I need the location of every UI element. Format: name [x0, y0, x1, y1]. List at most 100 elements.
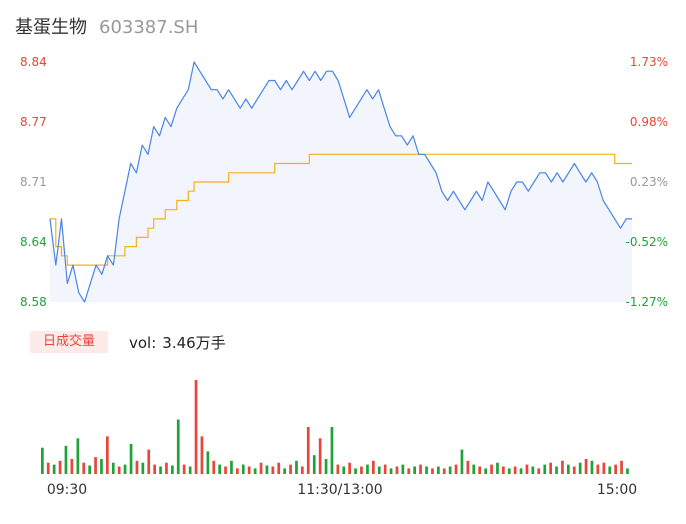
- volume-bar: [200, 436, 204, 474]
- volume-bar: [437, 466, 440, 474]
- volume-bar: [490, 464, 493, 474]
- volume-bar: [348, 462, 351, 474]
- volume-bar: [466, 460, 470, 474]
- price-area-fill: [50, 62, 632, 302]
- volume-bar: [590, 460, 594, 474]
- y-tick-price: 8.77: [20, 115, 47, 129]
- volume-bar: [454, 464, 458, 474]
- volume-bar: [425, 466, 428, 474]
- volume-bar: [111, 462, 115, 474]
- y-tick-percent: -0.52%: [625, 235, 668, 249]
- stock-name: 基蛋生物: [15, 17, 87, 38]
- volume-bar: [123, 464, 127, 474]
- volume-bar: [336, 464, 340, 474]
- x-tick-time: 09:30: [46, 482, 88, 498]
- volume-bar: [543, 464, 547, 474]
- volume-bar: [117, 466, 121, 474]
- volume-bar: [389, 468, 393, 474]
- volume-bar: [537, 468, 541, 474]
- volume-bar: [620, 460, 623, 474]
- volume-bar: [572, 466, 576, 474]
- volume-bar: [626, 468, 629, 474]
- volume-bar: [153, 464, 156, 474]
- volume-bar: [289, 464, 292, 474]
- average-price-line: [50, 153, 632, 266]
- volume-bar: [165, 462, 168, 474]
- volume-bar: [360, 466, 363, 474]
- volume-bar: [182, 464, 186, 474]
- y-tick-price: 8.84: [20, 55, 47, 69]
- volume-bar: [342, 466, 346, 474]
- volume-bar: [41, 447, 44, 474]
- volume-bar: [372, 460, 375, 474]
- volume-readout: vol: 3.46万手: [129, 332, 226, 353]
- volume-bar: [70, 459, 74, 474]
- volume-bar: [502, 466, 505, 474]
- volume-bar: [460, 449, 464, 474]
- volume-bar: [472, 464, 476, 474]
- volume-bar: [496, 462, 499, 474]
- volume-bar: [413, 466, 416, 474]
- volume-bar: [531, 466, 535, 474]
- volume-bar: [549, 462, 552, 474]
- volume-bar: [330, 427, 334, 474]
- volume-value: 3.46万手: [162, 334, 226, 352]
- volume-tab[interactable]: 日成交量: [30, 331, 108, 353]
- volume-bar: [301, 466, 304, 474]
- volume-bar: [513, 466, 517, 474]
- volume-bar: [94, 457, 97, 474]
- volume-bar: [106, 436, 109, 474]
- volume-bar: [312, 455, 316, 474]
- volume-bar: [614, 464, 617, 474]
- volume-bar: [129, 443, 133, 474]
- volume-bar: [188, 466, 192, 474]
- y-tick-price: 8.64: [20, 235, 47, 249]
- volume-bar: [283, 468, 286, 474]
- price-line: [49, 61, 632, 303]
- volume-bar: [218, 464, 221, 474]
- volume-bar: [484, 468, 487, 474]
- volume-bar: [76, 438, 80, 474]
- volume-bar: [212, 460, 216, 474]
- volume-bar: [171, 465, 174, 474]
- volume-bar: [431, 468, 434, 474]
- volume-bar: [525, 464, 529, 474]
- volume-bar: [578, 462, 582, 474]
- volume-bar: [241, 464, 245, 474]
- volume-bar: [584, 459, 588, 474]
- x-tick-time: 11:30/13:00: [297, 482, 383, 498]
- volume-bar: [58, 460, 62, 474]
- volume-bar: [46, 462, 50, 474]
- volume-bar: [230, 460, 233, 474]
- volume-bar: [401, 464, 405, 474]
- volume-bar: [206, 451, 210, 474]
- y-tick-percent: 0.23%: [629, 175, 668, 189]
- volume-bar: [354, 468, 357, 474]
- volume-bar: [507, 468, 511, 474]
- volume-bar: [383, 464, 387, 474]
- volume-bar: [253, 468, 257, 474]
- volume-bar: [519, 468, 523, 474]
- volume-bar: [147, 449, 151, 474]
- volume-bar: [608, 466, 612, 474]
- volume-bar: [306, 427, 310, 474]
- volume-bar: [419, 464, 422, 474]
- x-tick-time: 15:00: [596, 482, 638, 498]
- volume-bar: [52, 464, 56, 474]
- volume-bar: [247, 466, 251, 474]
- y-tick-percent: 1.73%: [629, 55, 668, 69]
- volume-bar: [295, 460, 298, 474]
- volume-bar: [176, 419, 180, 474]
- volume-bar: [277, 462, 281, 474]
- volume-bar: [596, 464, 600, 474]
- volume-bar: [478, 466, 481, 474]
- volume-bar: [324, 459, 328, 474]
- volume-bar: [395, 466, 399, 474]
- volume-label: vol:: [129, 334, 157, 352]
- volume-bar: [88, 465, 91, 474]
- y-tick-percent: -1.27%: [625, 295, 668, 309]
- y-tick-percent: 0.98%: [629, 115, 668, 129]
- volume-bar: [236, 468, 239, 474]
- volume-bar: [135, 460, 139, 474]
